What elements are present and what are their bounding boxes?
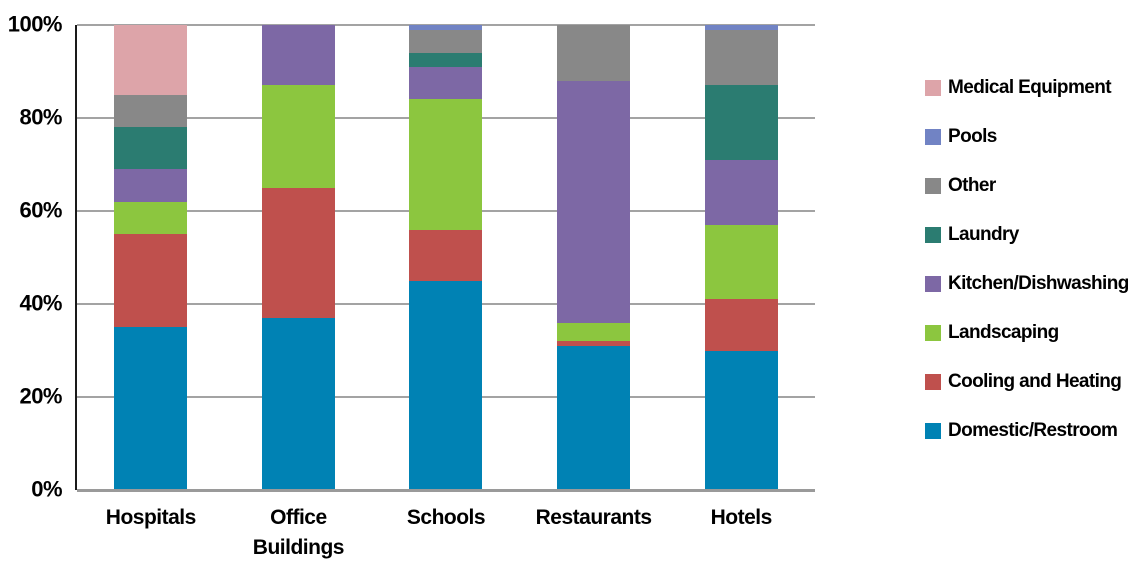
legend-label-medical-equipment: Medical Equipment	[948, 76, 1112, 98]
segment-other-schools	[409, 29, 483, 53]
bar-slot-hospitals	[77, 25, 225, 490]
legend-swatch-pools	[925, 128, 941, 145]
y-tick-label-60: 60%	[19, 197, 62, 223]
segment-landscaping-restaurants	[557, 322, 631, 342]
legend-swatch-cooling-and-heating	[925, 373, 941, 390]
segment-other-hospitals	[114, 94, 188, 128]
bar-slot-hotels	[667, 25, 815, 490]
segment-landscaping-office-buildings	[261, 85, 335, 188]
legend-swatch-other	[925, 177, 941, 194]
y-tick-label-0: 0%	[31, 476, 62, 502]
segment-domestic-restroom-restaurants	[557, 345, 631, 490]
segment-kitchen-dishwashing-office-buildings	[261, 25, 335, 86]
segment-medical-equipment-hospitals	[114, 25, 188, 95]
segment-kitchen-dishwashing-restaurants	[557, 80, 631, 323]
segment-domestic-restroom-hospitals	[114, 327, 188, 490]
segment-kitchen-dishwashing-hospitals	[114, 169, 188, 202]
bar-schools	[409, 25, 483, 490]
legend-item-domestic-restroom: Domestic/Restroom	[925, 419, 1128, 441]
segment-domestic-restroom-hotels	[704, 350, 778, 490]
bar-slot-office-buildings	[225, 25, 373, 490]
bar-hotels	[704, 25, 778, 490]
legend-label-pools: Pools	[948, 125, 997, 147]
bar-slot-restaurants	[520, 25, 668, 490]
legend-label-laundry: Laundry	[948, 223, 1019, 245]
y-axis-labels: 0% 20% 40% 60% 80% 100%	[0, 11, 63, 501]
x-tick-label-schools: Schools	[406, 506, 486, 529]
legend-label-landscaping: Landscaping	[948, 321, 1059, 343]
segment-cooling-and-heating-schools	[409, 229, 483, 281]
legend-label-other: Other	[948, 174, 996, 196]
segment-domestic-restroom-office-buildings	[261, 317, 335, 490]
x-tick-label-hospitals: Hospitals	[105, 506, 197, 529]
x-tick-label-hotels: Hotels	[710, 506, 773, 529]
y-axis-line	[75, 25, 77, 490]
legend-item-laundry: Laundry	[925, 223, 1128, 245]
legend-label-kitchen-dishwashing: Kitchen/Dishwashing	[948, 272, 1128, 294]
segment-landscaping-hotels	[704, 224, 778, 300]
y-tick-label-80: 80%	[19, 104, 62, 130]
legend-label-cooling-and-heating: Cooling and Heating	[948, 370, 1122, 392]
segment-kitchen-dishwashing-schools	[409, 66, 483, 100]
segment-domestic-restroom-schools	[409, 280, 483, 490]
bar-hospitals	[114, 25, 188, 490]
segment-cooling-and-heating-restaurants	[557, 341, 631, 346]
x-tick-label-restaurants: Restaurants	[535, 506, 652, 529]
legend-swatch-kitchen-dishwashing	[925, 275, 941, 292]
plot-area	[75, 24, 815, 492]
chart-legend: Medical Equipment Pools Other Laundry Kitche…	[925, 76, 1128, 471]
segment-other-hotels	[704, 29, 778, 86]
y-tick-label-40: 40%	[19, 290, 62, 316]
legend-item-pools: Pools	[925, 125, 1128, 147]
legend-item-medical-equipment: Medical Equipment	[925, 76, 1128, 98]
bar-office-buildings	[261, 25, 335, 490]
segment-cooling-and-heating-hotels	[704, 299, 778, 351]
segment-laundry-hotels	[704, 85, 778, 160]
legend-item-cooling-and-heating: Cooling and Heating	[925, 370, 1128, 392]
y-tick-label-20: 20%	[19, 383, 62, 409]
segment-laundry-schools	[409, 52, 483, 67]
gridline-0	[77, 489, 815, 492]
segment-other-restaurants	[557, 25, 631, 81]
segment-pools-hotels	[704, 25, 778, 30]
legend-swatch-medical-equipment	[925, 79, 941, 96]
legend-item-kitchen-dishwashing: Kitchen/Dishwashing	[925, 272, 1128, 294]
segment-kitchen-dishwashing-hotels	[704, 159, 778, 225]
segment-cooling-and-heating-office-buildings	[261, 187, 335, 318]
bar-slot-schools	[372, 25, 520, 490]
legend-swatch-landscaping	[925, 324, 941, 341]
gridline-100	[77, 24, 815, 26]
bar-restaurants	[557, 25, 631, 490]
y-tick-label-100: 100%	[7, 11, 63, 37]
segment-laundry-hospitals	[114, 127, 188, 170]
legend-item-other: Other	[925, 174, 1128, 196]
legend-swatch-laundry	[925, 226, 941, 243]
segment-cooling-and-heating-hospitals	[114, 234, 188, 328]
legend-label-domestic-restroom: Domestic/Restroom	[948, 419, 1118, 441]
legend-item-landscaping: Landscaping	[925, 321, 1128, 343]
x-tick-label-office-buildings: Office Buildings	[252, 506, 345, 559]
segment-pools-schools	[409, 25, 483, 30]
legend-swatch-domestic-restroom	[925, 422, 941, 439]
segment-landscaping-hospitals	[114, 201, 188, 235]
segment-landscaping-schools	[409, 99, 483, 230]
